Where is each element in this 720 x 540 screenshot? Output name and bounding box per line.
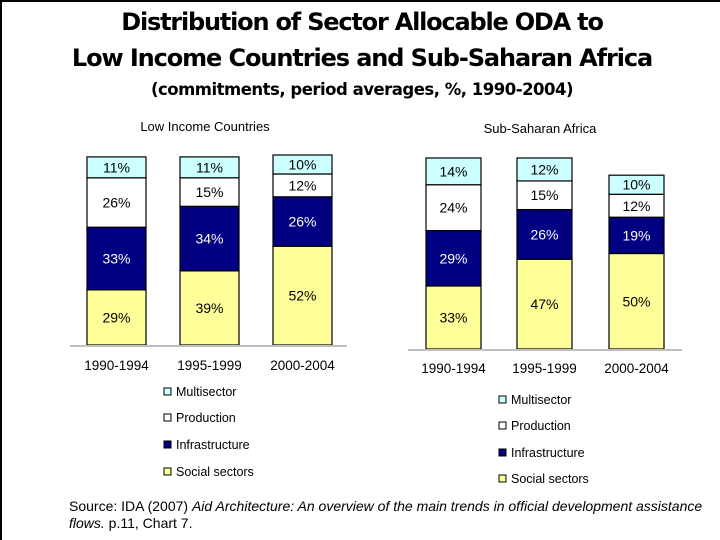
ssa-bar-production-1990-1994 <box>425 184 482 232</box>
low-income-bar-multisector-1995-1999 <box>179 156 240 179</box>
ssa-legend-swatch <box>498 474 507 483</box>
low-income-bar-production-1995-1999 <box>179 177 240 207</box>
source-note: Source: IDA (2007) Aid Architecture: An … <box>69 498 709 532</box>
low-income-bar-infrastructure-2000-2004 <box>272 196 333 247</box>
ssa-legend-label: Multisector <box>511 393 571 407</box>
ssa-legend-label: Social sectors <box>511 472 589 486</box>
low-income-data-label: 15% <box>195 184 223 200</box>
low-income-data-label: 39% <box>195 300 223 316</box>
ssa-bar-infrastructure-1995-1999 <box>516 208 573 260</box>
ssa-bar-multisector-2000-2004 <box>608 174 665 195</box>
ssa-bar-social-sectors-2000-2004 <box>608 252 665 350</box>
ssa-data-label: 29% <box>439 250 467 266</box>
ssa-legend-label: Production <box>511 419 571 433</box>
low-income-x-tick-label: 1995-1999 <box>177 358 242 373</box>
low-income-bar-infrastructure-1995-1999 <box>179 205 240 272</box>
low-income-data-label: 33% <box>102 251 130 267</box>
ssa-bar-infrastructure-1990-1994 <box>425 229 482 287</box>
low-income-legend-label: Social sectors <box>176 465 254 479</box>
low-income-data-label: 52% <box>288 288 316 304</box>
low-income-bar-social-sectors-1995-1999 <box>179 270 240 346</box>
low-income-legend-swatch <box>163 413 172 422</box>
ssa-x-tick-label: 1990-1994 <box>421 361 486 376</box>
low-income-data-label: 10% <box>288 157 316 173</box>
low-income-data-label: 12% <box>288 177 316 193</box>
slide-title-line1: Distribution of Sector Allocable ODA to <box>121 8 604 36</box>
ssa-x-tick-label: 2000-2004 <box>604 361 669 376</box>
ssa-bar-production-1995-1999 <box>516 180 573 211</box>
ssa-legend-label: Infrastructure <box>511 446 585 460</box>
low-income-legend-label: Multisector <box>176 385 236 399</box>
low-income-bar-social-sectors-2000-2004 <box>272 245 333 346</box>
ssa-data-label: 50% <box>622 293 650 309</box>
low-income-data-label: 26% <box>102 195 130 211</box>
ssa-data-label: 12% <box>622 198 650 214</box>
ssa-bar-multisector-1995-1999 <box>516 157 573 182</box>
low-income-x-tick-label: 2000-2004 <box>270 358 335 373</box>
low-income-data-label: 11% <box>196 159 223 175</box>
low-income-x-tick-label: 1990-1994 <box>84 358 149 373</box>
slide-title-line2: Low Income Countries and Sub-Saharan Afr… <box>71 44 653 72</box>
low-income-data-label: 29% <box>102 309 130 325</box>
low-income-data-label: 11% <box>103 159 130 175</box>
ssa-data-label: 14% <box>439 163 467 179</box>
ssa-data-label: 10% <box>622 177 650 193</box>
source-suffix: p.11, Chart 7. <box>104 515 193 531</box>
low-income-chart-title: Low Income Countries <box>140 119 270 134</box>
source-title: Aid Architecture: An overview of the mai… <box>69 498 703 531</box>
ssa-data-label: 12% <box>530 161 558 177</box>
ssa-legend-swatch <box>498 448 507 457</box>
slide-subtitle: (commitments, period averages, %, 1990-2… <box>150 80 574 99</box>
ssa-data-label: 15% <box>530 187 558 203</box>
source-prefix: Source: IDA (2007) <box>69 498 192 514</box>
low-income-bar-multisector-1990-1994 <box>86 156 147 179</box>
ssa-bar-multisector-1990-1994 <box>425 157 482 186</box>
ssa-legend-swatch <box>498 395 507 404</box>
ssa-data-label: 19% <box>622 227 650 243</box>
ssa-x-tick-label: 1995-1999 <box>512 361 577 376</box>
ssa-data-label: 47% <box>530 296 558 312</box>
low-income-legend-swatch <box>163 467 172 476</box>
low-income-legend-label: Production <box>176 411 236 425</box>
ssa-data-label: 26% <box>530 226 558 242</box>
low-income-bar-social-sectors-1990-1994 <box>86 289 147 346</box>
low-income-legend-swatch <box>163 387 172 396</box>
low-income-legend-label: Infrastructure <box>176 438 250 452</box>
ssa-bar-infrastructure-2000-2004 <box>608 216 665 255</box>
ssa-bar-social-sectors-1990-1994 <box>425 285 482 350</box>
ssa-data-label: 24% <box>439 200 467 216</box>
ssa-chart-title: Sub-Saharan Africa <box>484 121 598 136</box>
low-income-data-label: 26% <box>288 214 316 230</box>
low-income-bar-multisector-2000-2004 <box>272 154 333 175</box>
low-income-legend-swatch <box>163 440 172 449</box>
low-income-data-label: 34% <box>195 231 223 247</box>
ssa-legend-swatch <box>498 421 507 430</box>
low-income-bar-infrastructure-1990-1994 <box>86 226 147 291</box>
ssa-data-label: 33% <box>439 309 467 325</box>
